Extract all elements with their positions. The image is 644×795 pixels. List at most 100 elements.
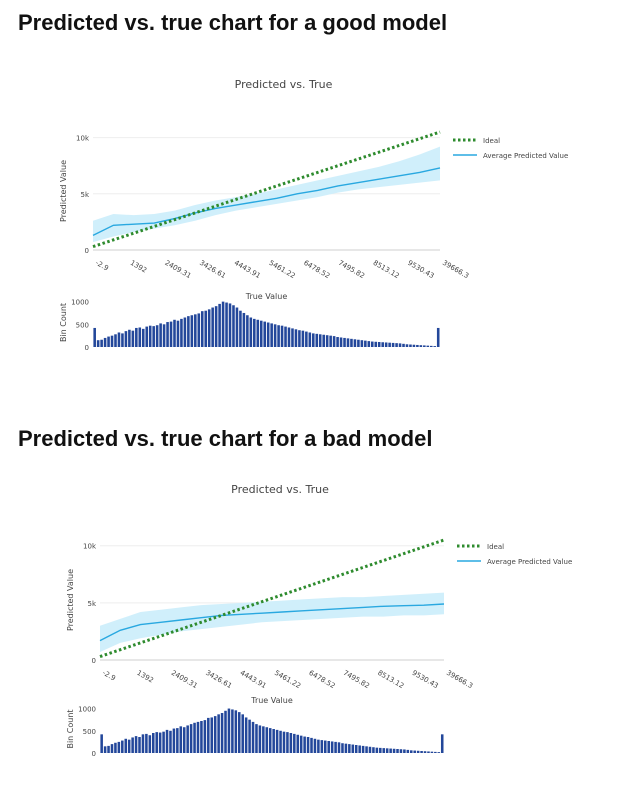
bin-bar [279,730,282,753]
bin-bar [351,744,355,753]
y-axis-label: Predicted Value [59,160,68,222]
x-tick-label: 6478.52 [302,259,331,280]
bin-bar [121,740,124,753]
bin-bar [262,726,265,753]
bin-bar [440,734,444,753]
bin-bar [336,337,339,347]
bin-bar [96,340,100,347]
x-tick-label: 5461.22 [268,259,297,280]
bin-bar [350,338,353,347]
bin-bar [100,734,103,753]
legend-label-ideal: Ideal [483,137,500,145]
bin-tick-label: 500 [76,321,89,329]
bin-bar [231,709,234,753]
bin-bar [388,342,391,347]
bin-bar [110,335,114,347]
bin-bar [291,328,294,347]
bin-bar [306,737,310,753]
y-tick-label: 10k [83,543,97,551]
bin-bar [402,343,405,347]
x-tick-label: 3426.61 [198,259,227,280]
bin-bar [433,346,437,347]
bad-model-chart: Predicted vs. True 0 5k 10k Predicted Value -… [66,483,572,758]
bin-bar [296,734,300,753]
bin-bar [169,730,172,753]
bin-bar [200,721,203,753]
bin-bar [395,343,398,347]
x-tick-label: -2.9 [94,259,110,273]
bin-bar [353,339,357,347]
bin-bar [392,748,396,753]
bin-bar [182,727,186,753]
bin-bar [282,731,286,753]
good-model-chart: Predicted vs. True 0 5k 10k Predicted Value -… [59,78,568,352]
bin-bar [162,324,166,347]
average-predicted-line [99,603,445,642]
bin-bar [334,741,337,753]
bin-bar [423,751,427,753]
bin-bar [301,330,305,347]
x-tick-label: 1392 [135,669,154,685]
bin-bar [131,737,134,753]
bin-bar [427,751,430,753]
bin-bar [382,748,386,753]
bin-bar [255,724,258,753]
bin-bar [409,344,412,347]
bin-bar [218,303,221,347]
bin-bar [141,328,145,347]
bin-bar [367,341,371,347]
bin-bar [403,749,406,753]
bin-bar [169,321,173,347]
bin-bar [207,717,210,753]
bin-bar [172,728,176,753]
bin-bar [365,746,368,753]
bin-bar [244,717,248,753]
bin-bar [412,344,416,347]
average-predicted-line [92,167,441,237]
bin-bar [173,319,176,347]
bin-bar [103,337,107,347]
bin-bar [210,717,214,753]
bin-bar [166,322,169,347]
bin-bar [197,313,201,347]
x-tick-label: 2409.31 [170,669,199,690]
bin-bar [396,749,399,753]
bin-bar [423,345,426,347]
bin-bar [364,340,367,347]
bin-bar [158,732,162,753]
bin-bar [434,751,437,753]
bin-tick-label: 500 [83,728,96,736]
bin-bar [187,316,190,347]
bin-bar [183,317,187,347]
bin-bar [436,327,440,347]
bin-bar [275,729,279,753]
bin-bar [114,334,117,347]
x-tick-label: 8513.12 [372,259,401,280]
bin-bar [344,743,348,753]
bin-bar [391,342,395,347]
bin-bar [320,740,324,753]
bin-bar [416,750,420,753]
bin-bar [165,729,169,753]
bin-tick-label: 1000 [71,299,89,307]
x-tick-label: 7495.82 [337,259,366,280]
bin-bar [162,731,165,753]
bin-bar [346,338,350,347]
x-tick-label: 2409.31 [163,259,192,280]
bin-bar [343,337,346,347]
bin-bar [286,732,289,753]
x-tick-label: 5461.22 [273,669,302,690]
bin-bar [228,303,232,347]
bin-bar [375,747,379,753]
x-tick-label: 9530.43 [406,259,435,280]
bin-bar [368,746,372,753]
x-tick-label: 1392 [129,259,148,275]
x-tick-label: 9530.43 [411,669,440,690]
bin-bar [249,317,253,347]
bin-bar [381,342,384,347]
bin-bar [429,345,433,347]
bin-bar [405,344,409,347]
bin-bar [248,719,251,753]
bin-bar [100,339,103,347]
bin-bar [251,721,255,753]
